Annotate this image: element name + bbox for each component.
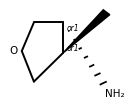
Text: or1: or1: [67, 24, 79, 33]
Text: NH₂: NH₂: [105, 89, 125, 99]
Text: or1: or1: [67, 44, 79, 53]
Text: O: O: [9, 46, 17, 56]
Polygon shape: [63, 10, 110, 53]
